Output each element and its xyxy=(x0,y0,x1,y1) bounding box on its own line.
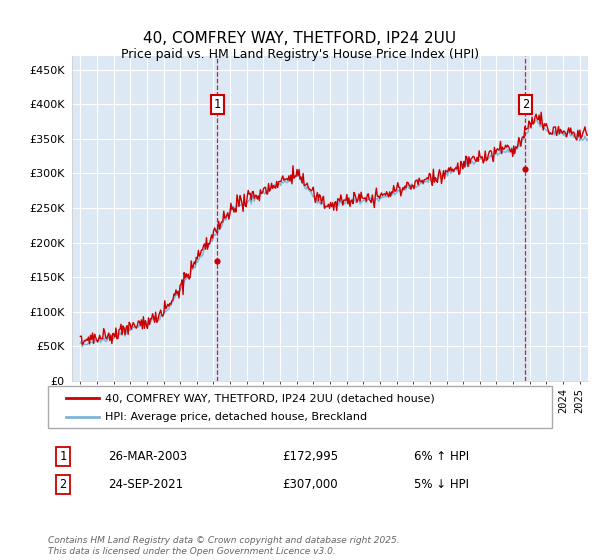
Text: 2: 2 xyxy=(59,478,67,491)
Point xyxy=(212,257,222,266)
Text: 6% ↑ HPI: 6% ↑ HPI xyxy=(414,450,469,463)
Text: HPI: Average price, detached house, Breckland: HPI: Average price, detached house, Brec… xyxy=(105,412,367,422)
Text: 1: 1 xyxy=(214,98,221,111)
Text: 26-MAR-2003: 26-MAR-2003 xyxy=(108,450,187,463)
Text: £172,995: £172,995 xyxy=(282,450,338,463)
Text: £307,000: £307,000 xyxy=(282,478,338,491)
Point xyxy=(520,164,530,173)
Text: 1: 1 xyxy=(59,450,67,463)
Text: 24-SEP-2021: 24-SEP-2021 xyxy=(108,478,183,491)
Text: Contains HM Land Registry data © Crown copyright and database right 2025.
This d: Contains HM Land Registry data © Crown c… xyxy=(48,536,400,556)
Text: 2: 2 xyxy=(521,98,529,111)
Text: 40, COMFREY WAY, THETFORD, IP24 2UU (detached house): 40, COMFREY WAY, THETFORD, IP24 2UU (det… xyxy=(105,393,435,403)
Text: 5% ↓ HPI: 5% ↓ HPI xyxy=(414,478,469,491)
Text: Price paid vs. HM Land Registry's House Price Index (HPI): Price paid vs. HM Land Registry's House … xyxy=(121,48,479,60)
Text: 40, COMFREY WAY, THETFORD, IP24 2UU: 40, COMFREY WAY, THETFORD, IP24 2UU xyxy=(143,31,457,46)
